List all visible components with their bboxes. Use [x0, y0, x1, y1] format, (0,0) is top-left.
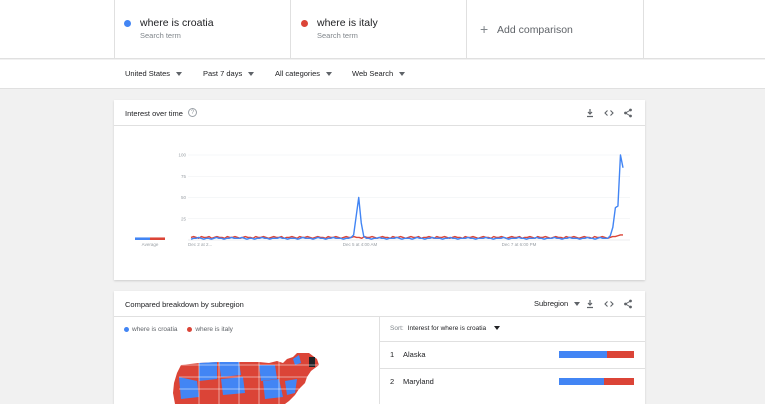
series-line[interactable] [190, 154, 624, 240]
italy-share-bar [604, 378, 634, 385]
term-type: Search term [317, 31, 358, 40]
interest-over-time-card: Interest over time ? 100 75 50 25 Average D… [114, 100, 645, 280]
card-title: Interest over time [125, 109, 183, 118]
divider [114, 0, 115, 59]
croatia-color-dot [124, 20, 131, 27]
term-croatia[interactable]: where is croatia Search term [114, 0, 291, 59]
table-row[interactable]: 1 Alaska [380, 341, 645, 367]
legend-item-croatia: where is croatia [124, 326, 178, 333]
y-tick-label: 75 [181, 174, 187, 179]
x-tick-label: Dec 7 at 6:00 PM [502, 242, 537, 247]
average-bar[interactable] [135, 237, 150, 240]
italy-color-dot [187, 326, 193, 332]
average-bar[interactable] [150, 237, 165, 240]
croatia-color-dot [124, 326, 129, 332]
map-legend: where is croatia where is italy [124, 326, 241, 333]
term-name[interactable]: where is italy [317, 17, 378, 29]
y-tick-label: 25 [181, 216, 187, 221]
region-dropdown[interactable]: United States [125, 69, 183, 78]
term-italy[interactable]: where is italy Search term [291, 0, 467, 59]
row-region-name: Maryland [403, 377, 434, 386]
card-actions [585, 299, 635, 309]
comparison-bar-chart [559, 378, 634, 385]
search-type-dropdown[interactable]: Web Search [352, 69, 406, 78]
help-icon[interactable]: ? [188, 108, 197, 117]
caret-down-icon [248, 72, 255, 77]
download-icon[interactable] [585, 108, 595, 118]
us-subregion-map[interactable] [159, 353, 329, 404]
embed-icon[interactable] [604, 108, 614, 118]
card-title: Compared breakdown by subregion [125, 300, 244, 309]
comparison-bar: where is croatia Search term where is it… [0, 0, 765, 59]
share-icon[interactable] [623, 108, 633, 118]
subregion-dropdown[interactable]: Subregion [534, 299, 581, 308]
sort-dropdown[interactable]: Sort: Interest for where is croatia [390, 325, 501, 332]
region-value: United States [125, 69, 171, 78]
subregion-value: Subregion [534, 299, 569, 308]
divider [114, 316, 645, 317]
caret-down-icon [494, 326, 501, 331]
row-region-name: Alaska [403, 350, 426, 359]
caret-down-icon [574, 302, 581, 307]
download-icon[interactable] [585, 299, 595, 309]
legend-label: where is croatia [132, 326, 178, 333]
italy-color-dot [301, 20, 308, 27]
x-tick-label: Dec 2 at 2... [188, 242, 212, 247]
term-name[interactable]: where is croatia [140, 17, 214, 29]
croatia-share-bar [559, 378, 604, 385]
row-rank: 1 [390, 350, 395, 359]
legend-item-italy: where is italy [187, 326, 233, 333]
term-type: Search term [140, 31, 181, 40]
filter-bar: United States Past 7 days All categories… [0, 60, 765, 89]
legend-label: where is italy [195, 326, 233, 333]
interest-line-chart: 100 75 50 25 Average Dec 2 at 2... Dec 5 at … [135, 153, 630, 247]
time-range-value: Past 7 days [203, 69, 243, 78]
sort-label: Sort: [390, 325, 404, 332]
y-tick-label: 100 [178, 153, 186, 158]
embed-icon[interactable] [604, 299, 614, 309]
caret-down-icon [176, 72, 183, 77]
time-range-dropdown[interactable]: Past 7 days [203, 69, 255, 78]
caret-down-icon [326, 72, 333, 77]
add-comparison-label: Add comparison [497, 24, 573, 36]
add-comparison-button[interactable]: + Add comparison [467, 0, 644, 59]
category-dropdown[interactable]: All categories [275, 69, 333, 78]
caret-down-icon [399, 72, 406, 77]
share-icon[interactable] [623, 299, 633, 309]
row-rank: 2 [390, 377, 395, 386]
croatia-share-bar [559, 351, 607, 358]
comparison-bar-chart [559, 351, 634, 358]
italy-share-bar [607, 351, 634, 358]
plus-icon: + [480, 21, 489, 37]
divider [379, 317, 380, 404]
card-actions [585, 108, 635, 118]
divider [114, 125, 645, 126]
search-type-value: Web Search [352, 69, 394, 78]
sort-value: Interest for where is croatia [407, 325, 487, 332]
average-label: Average [142, 242, 159, 247]
x-tick-label: Dec 5 at 4:00 AM [343, 242, 378, 247]
y-tick-label: 50 [181, 195, 187, 200]
breakdown-card: Compared breakdown by subregion Subregio… [114, 291, 645, 404]
table-row[interactable]: 2 Maryland [380, 368, 645, 394]
category-value: All categories [275, 69, 321, 78]
